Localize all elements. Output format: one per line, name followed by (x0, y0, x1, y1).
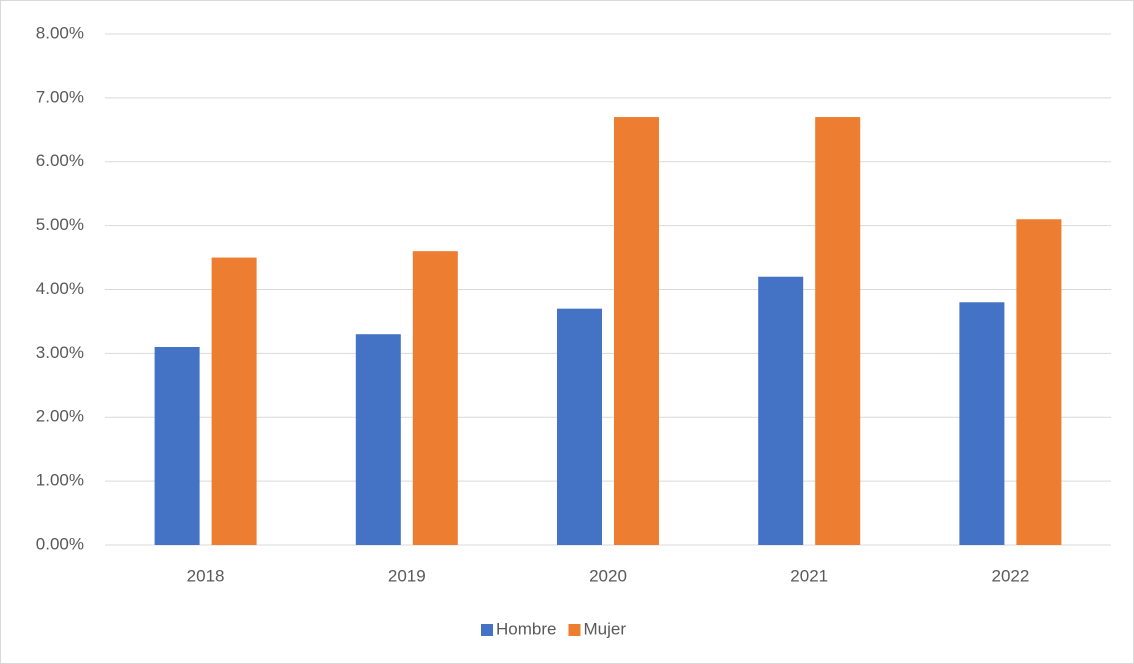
y-tick-label: 6.00% (36, 151, 84, 170)
y-tick-label: 5.00% (36, 215, 84, 234)
y-tick-label: 8.00% (36, 23, 84, 42)
x-tick-label: 2020 (589, 566, 627, 585)
bar (758, 276, 804, 545)
legend-swatch (481, 624, 493, 636)
x-tick-label: 2018 (187, 566, 225, 585)
legend-label: Mujer (583, 619, 626, 638)
y-tick-label: 0.00% (36, 534, 84, 553)
y-tick-label: 7.00% (36, 87, 84, 106)
bar (959, 302, 1005, 545)
bar (815, 117, 861, 545)
x-tick-label: 2019 (388, 566, 426, 585)
x-tick-label: 2021 (790, 566, 828, 585)
y-tick-label: 1.00% (36, 471, 84, 490)
bar (412, 251, 458, 546)
bar (211, 257, 257, 545)
x-tick-label: 2022 (991, 566, 1029, 585)
y-tick-label: 3.00% (36, 343, 84, 362)
legend-label: Hombre (496, 619, 556, 638)
legend-swatch (568, 624, 581, 636)
bar (154, 346, 200, 545)
y-tick-label: 4.00% (36, 279, 84, 298)
bar (1016, 219, 1062, 546)
bar (355, 334, 401, 545)
y-tick-label: 2.00% (36, 407, 84, 426)
bar (557, 308, 602, 545)
bar (614, 117, 659, 545)
